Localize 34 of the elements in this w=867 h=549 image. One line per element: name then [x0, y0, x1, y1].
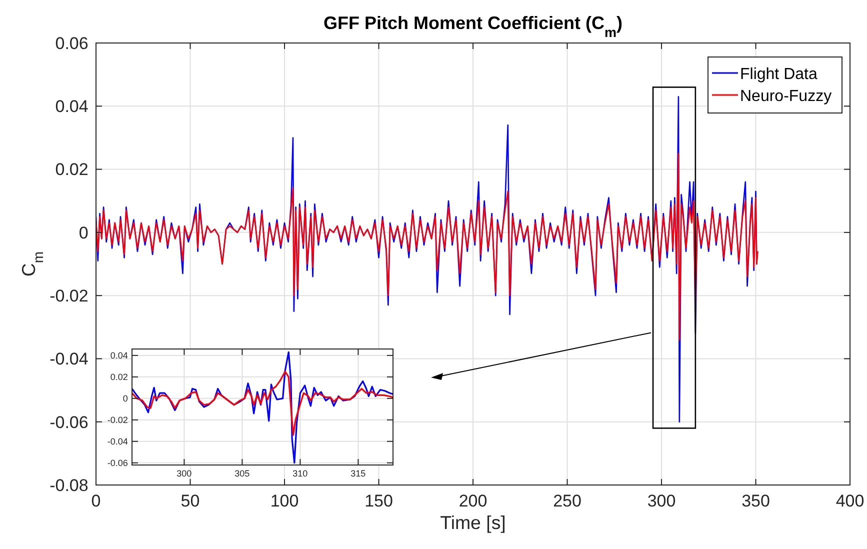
- line-series: [132, 351, 393, 464]
- y-tick-label: -0.06: [50, 412, 88, 432]
- x-tick-label: 305: [234, 468, 250, 478]
- x-tick-label: 350: [742, 491, 770, 510]
- y-tick-label: -0.02: [107, 415, 128, 426]
- y-tick-label: -0.04: [50, 350, 88, 369]
- legend-label: Neuro-Fuzzy: [740, 88, 832, 105]
- x-tick-label: 300: [647, 491, 676, 510]
- y-tick-label: 0.02: [110, 372, 128, 382]
- x-tick-label: 50: [180, 491, 200, 510]
- y-tick-label: -0.04: [107, 436, 128, 447]
- y-tick-label: 0.02: [55, 160, 88, 180]
- y-tick-label: -0.06: [107, 458, 128, 468]
- x-tick-label: 315: [350, 468, 366, 478]
- y-tick-label: -0.08: [50, 476, 88, 495]
- chart-title: GFF Pitch Moment Coefficient (C$_{m}$): [323, 13, 623, 40]
- x-tick-label: 400: [836, 491, 864, 510]
- line-series: [132, 370, 393, 436]
- x-tick-label: 150: [364, 491, 393, 510]
- y-tick-label: -0.02: [50, 286, 88, 306]
- x-tick-label: 250: [553, 491, 582, 510]
- x-tick-label: 200: [458, 491, 488, 510]
- y-tick-label: 0: [78, 223, 88, 242]
- x-tick-label: 300: [176, 468, 192, 478]
- y-tick-label: 0: [122, 394, 128, 404]
- y-tick-label: 0.04: [110, 350, 128, 361]
- y-tick-label: 0.06: [55, 34, 88, 53]
- x-tick-label: 0: [91, 491, 101, 510]
- x-tick-label: 310: [292, 468, 308, 478]
- x-tick-label: 100: [270, 491, 299, 510]
- line-series: [96, 152, 758, 340]
- x-axis-title: Time [s]: [440, 512, 506, 534]
- y-tick-label: 0.04: [55, 97, 88, 116]
- legend-label: Flight Data: [740, 66, 818, 83]
